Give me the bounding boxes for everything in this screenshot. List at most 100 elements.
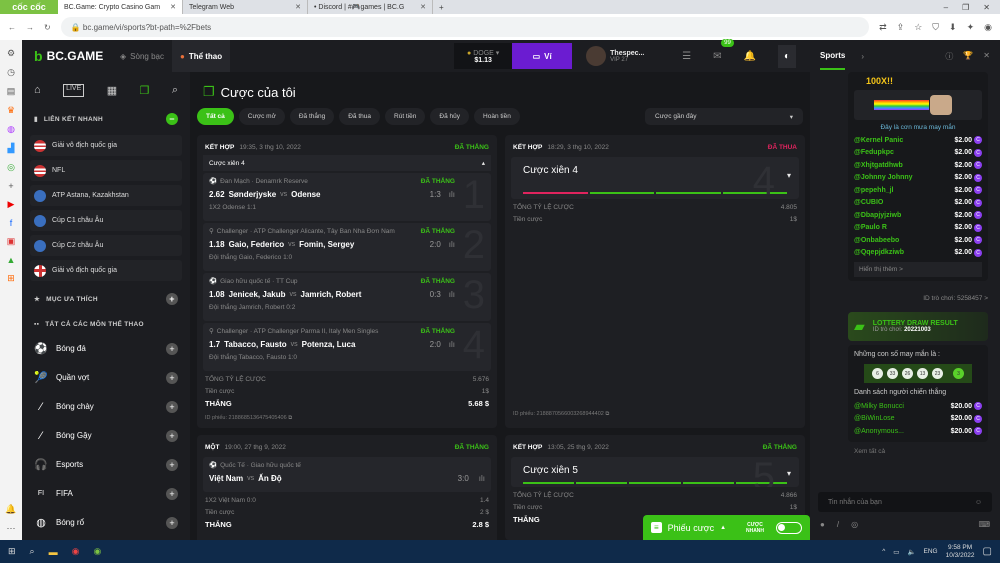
notifications-icon[interactable]: ▢ — [982, 546, 992, 557]
clock[interactable]: 9:58 PM 10/3/2022 — [946, 544, 975, 560]
sort-dropdown[interactable]: Cược gần đây ▾ — [645, 108, 803, 125]
winner-name[interactable]: @Dbapjyjziwb — [854, 211, 902, 219]
crown-icon[interactable]: ♛ — [6, 105, 16, 115]
winner-name[interactable]: @Fedupkpc — [854, 149, 894, 157]
add-icon[interactable]: + — [8, 181, 14, 191]
extensions-icon[interactable]: ✦ — [966, 21, 975, 32]
history-icon[interactable]: ◷ — [7, 67, 15, 77]
live-icon[interactable]: LIVE — [63, 84, 85, 97]
filter-cancelled[interactable]: Đã hủy — [430, 108, 470, 125]
quick-link[interactable]: Cúp C2 châu Âu — [30, 235, 182, 256]
winner-name[interactable]: @pepehh_jl — [854, 186, 894, 194]
winner-name[interactable]: @Kernel Panic — [854, 136, 904, 144]
match-leg[interactable]: ⚽ Giao hữu quốc tế · TT Cup ĐÃ THẮNG 1.08 J… — [203, 273, 491, 321]
coin-drop-icon[interactable]: ● — [820, 520, 825, 529]
shield-icon[interactable]: ⛉ — [932, 21, 940, 32]
minimize-icon[interactable]: – — [943, 2, 949, 12]
filter-refund[interactable]: Hoàn tiền — [474, 108, 520, 125]
winner-name[interactable]: @CUBIO — [854, 199, 884, 207]
gif-icon[interactable]: ◎ — [851, 520, 859, 529]
calendar-icon[interactable]: ▣ — [6, 236, 16, 246]
match-leg[interactable]: ⚲ Challenger · ATP Challenger Parma II, I… — [203, 323, 491, 371]
keyboard-icon[interactable]: ⌨ — [978, 520, 990, 529]
back-icon[interactable]: ← — [8, 22, 16, 32]
trophy-icon[interactable]: 🏆 — [963, 50, 974, 60]
share-icon[interactable]: ⇪ — [896, 21, 905, 32]
close-icon[interactable]: ✕ — [420, 4, 426, 11]
betslip-bar[interactable]: ≡ Phiếu cược ▲ CƯỢC NHANH — [643, 515, 810, 540]
user-profile[interactable]: Thespec... VIP 27 — [586, 46, 676, 66]
collapse-button[interactable]: − — [166, 113, 178, 125]
new-tab-icon[interactable]: + — [439, 2, 444, 12]
sport-tennis[interactable]: 🎾 Quần vợt + — [30, 363, 182, 392]
calendar-icon[interactable]: ▦ — [106, 85, 118, 97]
volume-icon[interactable]: 🔈 — [907, 548, 916, 556]
parlay-toggle[interactable]: Cược xiên 4 4 ▾ — [511, 157, 799, 199]
filter-won[interactable]: Đã thắng — [289, 108, 335, 125]
expand-button[interactable]: + — [166, 400, 178, 413]
nav-sports[interactable]: ● Thể thao — [171, 40, 231, 72]
filter-lost[interactable]: Đã thua — [339, 108, 381, 125]
bell-icon[interactable]: 🔔 — [743, 50, 756, 62]
search-icon[interactable]: ⌕ — [171, 84, 178, 96]
parlay-toggle[interactable]: Cược xiên 4 ▴ — [203, 155, 491, 171]
match-leg[interactable]: ⚽ Đan Mạch · Denamrk Reserve ĐÃ THẮNG 2.62… — [203, 173, 491, 221]
parlay-toggle[interactable]: Cược xiên 5 5 ▾ — [511, 457, 799, 487]
close-icon[interactable]: ✕ — [170, 4, 176, 11]
quick-link[interactable]: Giải vô địch quốc gia — [30, 135, 182, 156]
expand-button[interactable]: + — [166, 342, 178, 355]
profile-icon[interactable]: ◉ — [984, 21, 992, 32]
tab-telegram[interactable]: Telegram Web ✕ — [183, 0, 308, 14]
currency-selector[interactable]: ● DOGE ▾ $1.13 — [454, 43, 513, 69]
my-bets-icon[interactable]: ❐ — [139, 85, 150, 97]
tab-sports-chat[interactable]: Sports — [820, 43, 846, 70]
winner-name[interactable]: @Onbabeebo — [854, 236, 900, 244]
bell-icon[interactable]: 🔔 — [5, 504, 17, 514]
info-icon[interactable]: ⓘ — [945, 51, 954, 61]
star-icon[interactable]: ☆ — [914, 21, 923, 32]
winner-name[interactable]: @Milky Bonucci — [854, 402, 904, 410]
file-explorer-icon[interactable]: ▬ — [48, 546, 58, 557]
facebook-icon[interactable]: f — [9, 218, 13, 228]
filter-open[interactable]: Cược mở — [238, 108, 285, 125]
close-window-icon[interactable]: ✕ — [983, 2, 990, 12]
cart-icon[interactable]: ⊞ — [7, 273, 15, 283]
language[interactable]: ENG — [923, 548, 938, 555]
winner-name[interactable]: @Xhjtgatdhwb — [854, 161, 903, 169]
winner-name[interactable]: @BiWinLose — [854, 415, 895, 423]
home-icon[interactable]: ⌂ — [34, 84, 41, 96]
chat-input[interactable]: Tin nhắn của bạn ☺ — [818, 492, 992, 512]
tab-bcgame[interactable]: BC.Game: Crypto Casino Gam ✕ — [58, 0, 183, 14]
stats-icon[interactable]: ılı — [448, 240, 455, 249]
winner-name[interactable]: @Johnny Johnny — [854, 174, 913, 182]
quick-link[interactable]: Giải vô địch quốc gia — [30, 260, 182, 281]
add-favorite-button[interactable]: + — [166, 293, 178, 305]
logo[interactable]: b BC.GAME — [22, 48, 112, 64]
chart-icon[interactable]: ▟ — [7, 143, 15, 153]
expand-button[interactable]: + — [166, 458, 178, 471]
reload-icon[interactable]: ↻ — [44, 22, 51, 32]
copy-icon[interactable]: ⧉ — [288, 415, 293, 421]
copy-icon[interactable]: ⧉ — [605, 411, 610, 417]
tray-chevron-icon[interactable]: ^ — [882, 548, 886, 555]
coccoc-icon[interactable]: ◉ — [93, 546, 102, 556]
tab-discord[interactable]: • Discord | #🎮games | BC.G ✕ — [308, 0, 433, 14]
chevron-right-icon[interactable]: › — [861, 51, 865, 61]
wallet-button[interactable]: ▭ Ví — [512, 43, 573, 69]
sport-basketball[interactable]: ◍ Bóng rổ + — [30, 508, 182, 537]
download-icon[interactable]: ⬇ — [949, 21, 957, 32]
close-icon[interactable]: ✕ — [295, 4, 301, 11]
nav-casino[interactable]: ◈ Sòng bạc — [112, 40, 172, 72]
search-icon[interactable]: ⌕ — [29, 546, 35, 556]
quick-link[interactable]: Cúp C1 châu Âu — [30, 210, 182, 231]
filter-cashout[interactable]: Rút tiền — [385, 108, 426, 125]
match-leg[interactable]: ⚲ Challenger · ATP Challenger Alicante, T… — [203, 223, 491, 271]
menu-icon[interactable]: ☰ — [682, 50, 692, 62]
mail-icon[interactable]: ✉ — [713, 50, 722, 62]
chat-toggle-icon[interactable]: ◐ — [777, 44, 796, 68]
game-icon[interactable]: ◎ — [7, 162, 15, 172]
settings-icon[interactable]: ⚙ — [6, 48, 16, 58]
more-icon[interactable]: ⋯ — [6, 523, 16, 533]
translate-icon[interactable]: ⇄ — [879, 21, 887, 32]
game-id-link[interactable]: ID trò chơi: 5258457 > — [923, 295, 988, 302]
